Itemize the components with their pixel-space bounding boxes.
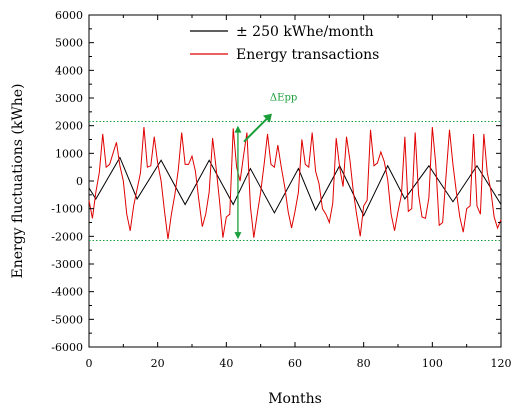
y-tick-label-10: 4000 — [55, 64, 83, 77]
y-tick-label-11: 5000 — [55, 37, 83, 50]
x-tick-label-1: 20 — [151, 357, 165, 370]
x-tick-label-6: 120 — [491, 357, 512, 370]
x-tick-label-0: 0 — [86, 357, 93, 370]
series-layer — [88, 127, 502, 240]
y-tick-label-8: 2000 — [55, 120, 83, 133]
annotation-layer: ΔEpp — [234, 93, 297, 240]
delta-epp-label: ΔEpp — [270, 93, 297, 104]
y-tick-label-5: -1000 — [51, 203, 83, 216]
delta-arrow-head-top — [234, 125, 242, 133]
legend-label-transactions: Energy transactions — [236, 47, 379, 63]
y-tick-label-7: 1000 — [55, 147, 83, 160]
x-axis: 0 20 40 60 80 100 120 — [86, 15, 512, 370]
y-tick-label-2: -4000 — [51, 286, 83, 299]
delta-pointer — [243, 115, 270, 143]
y-axis: -6000 -5000 -4000 -3000 -2000 -1000 0 1000 2000 3… — [51, 9, 501, 354]
x-tick-label-3: 60 — [288, 357, 302, 370]
y-tick-label-9: 3000 — [55, 92, 83, 105]
y-tick-label-0: -6000 — [51, 341, 83, 354]
x-tick-label-5: 100 — [422, 357, 443, 370]
y-tick-label-1: -5000 — [51, 313, 83, 326]
y-tick-label-12: 6000 — [55, 9, 83, 22]
x-tick-label-2: 40 — [219, 357, 233, 370]
legend-label-average: ± 250 kWhe/month — [236, 24, 374, 40]
x-tick-label-4: 80 — [357, 357, 371, 370]
y-tick-label-4: -2000 — [51, 230, 83, 243]
delta-pointer-head — [262, 113, 272, 123]
y-tick-label-3: -3000 — [51, 258, 83, 271]
legend: ± 250 kWhe/month Energy transactions — [190, 24, 379, 63]
series-line-0 — [88, 156, 502, 217]
x-axis-title: Months — [268, 391, 322, 407]
series-line-1 — [88, 127, 502, 240]
y-axis-title: Energy fluctuations (kWhe) — [10, 83, 26, 278]
y-tick-label-6: 0 — [76, 175, 83, 188]
delta-arrow-head-bottom — [234, 232, 242, 240]
reference-lines — [89, 121, 501, 241]
